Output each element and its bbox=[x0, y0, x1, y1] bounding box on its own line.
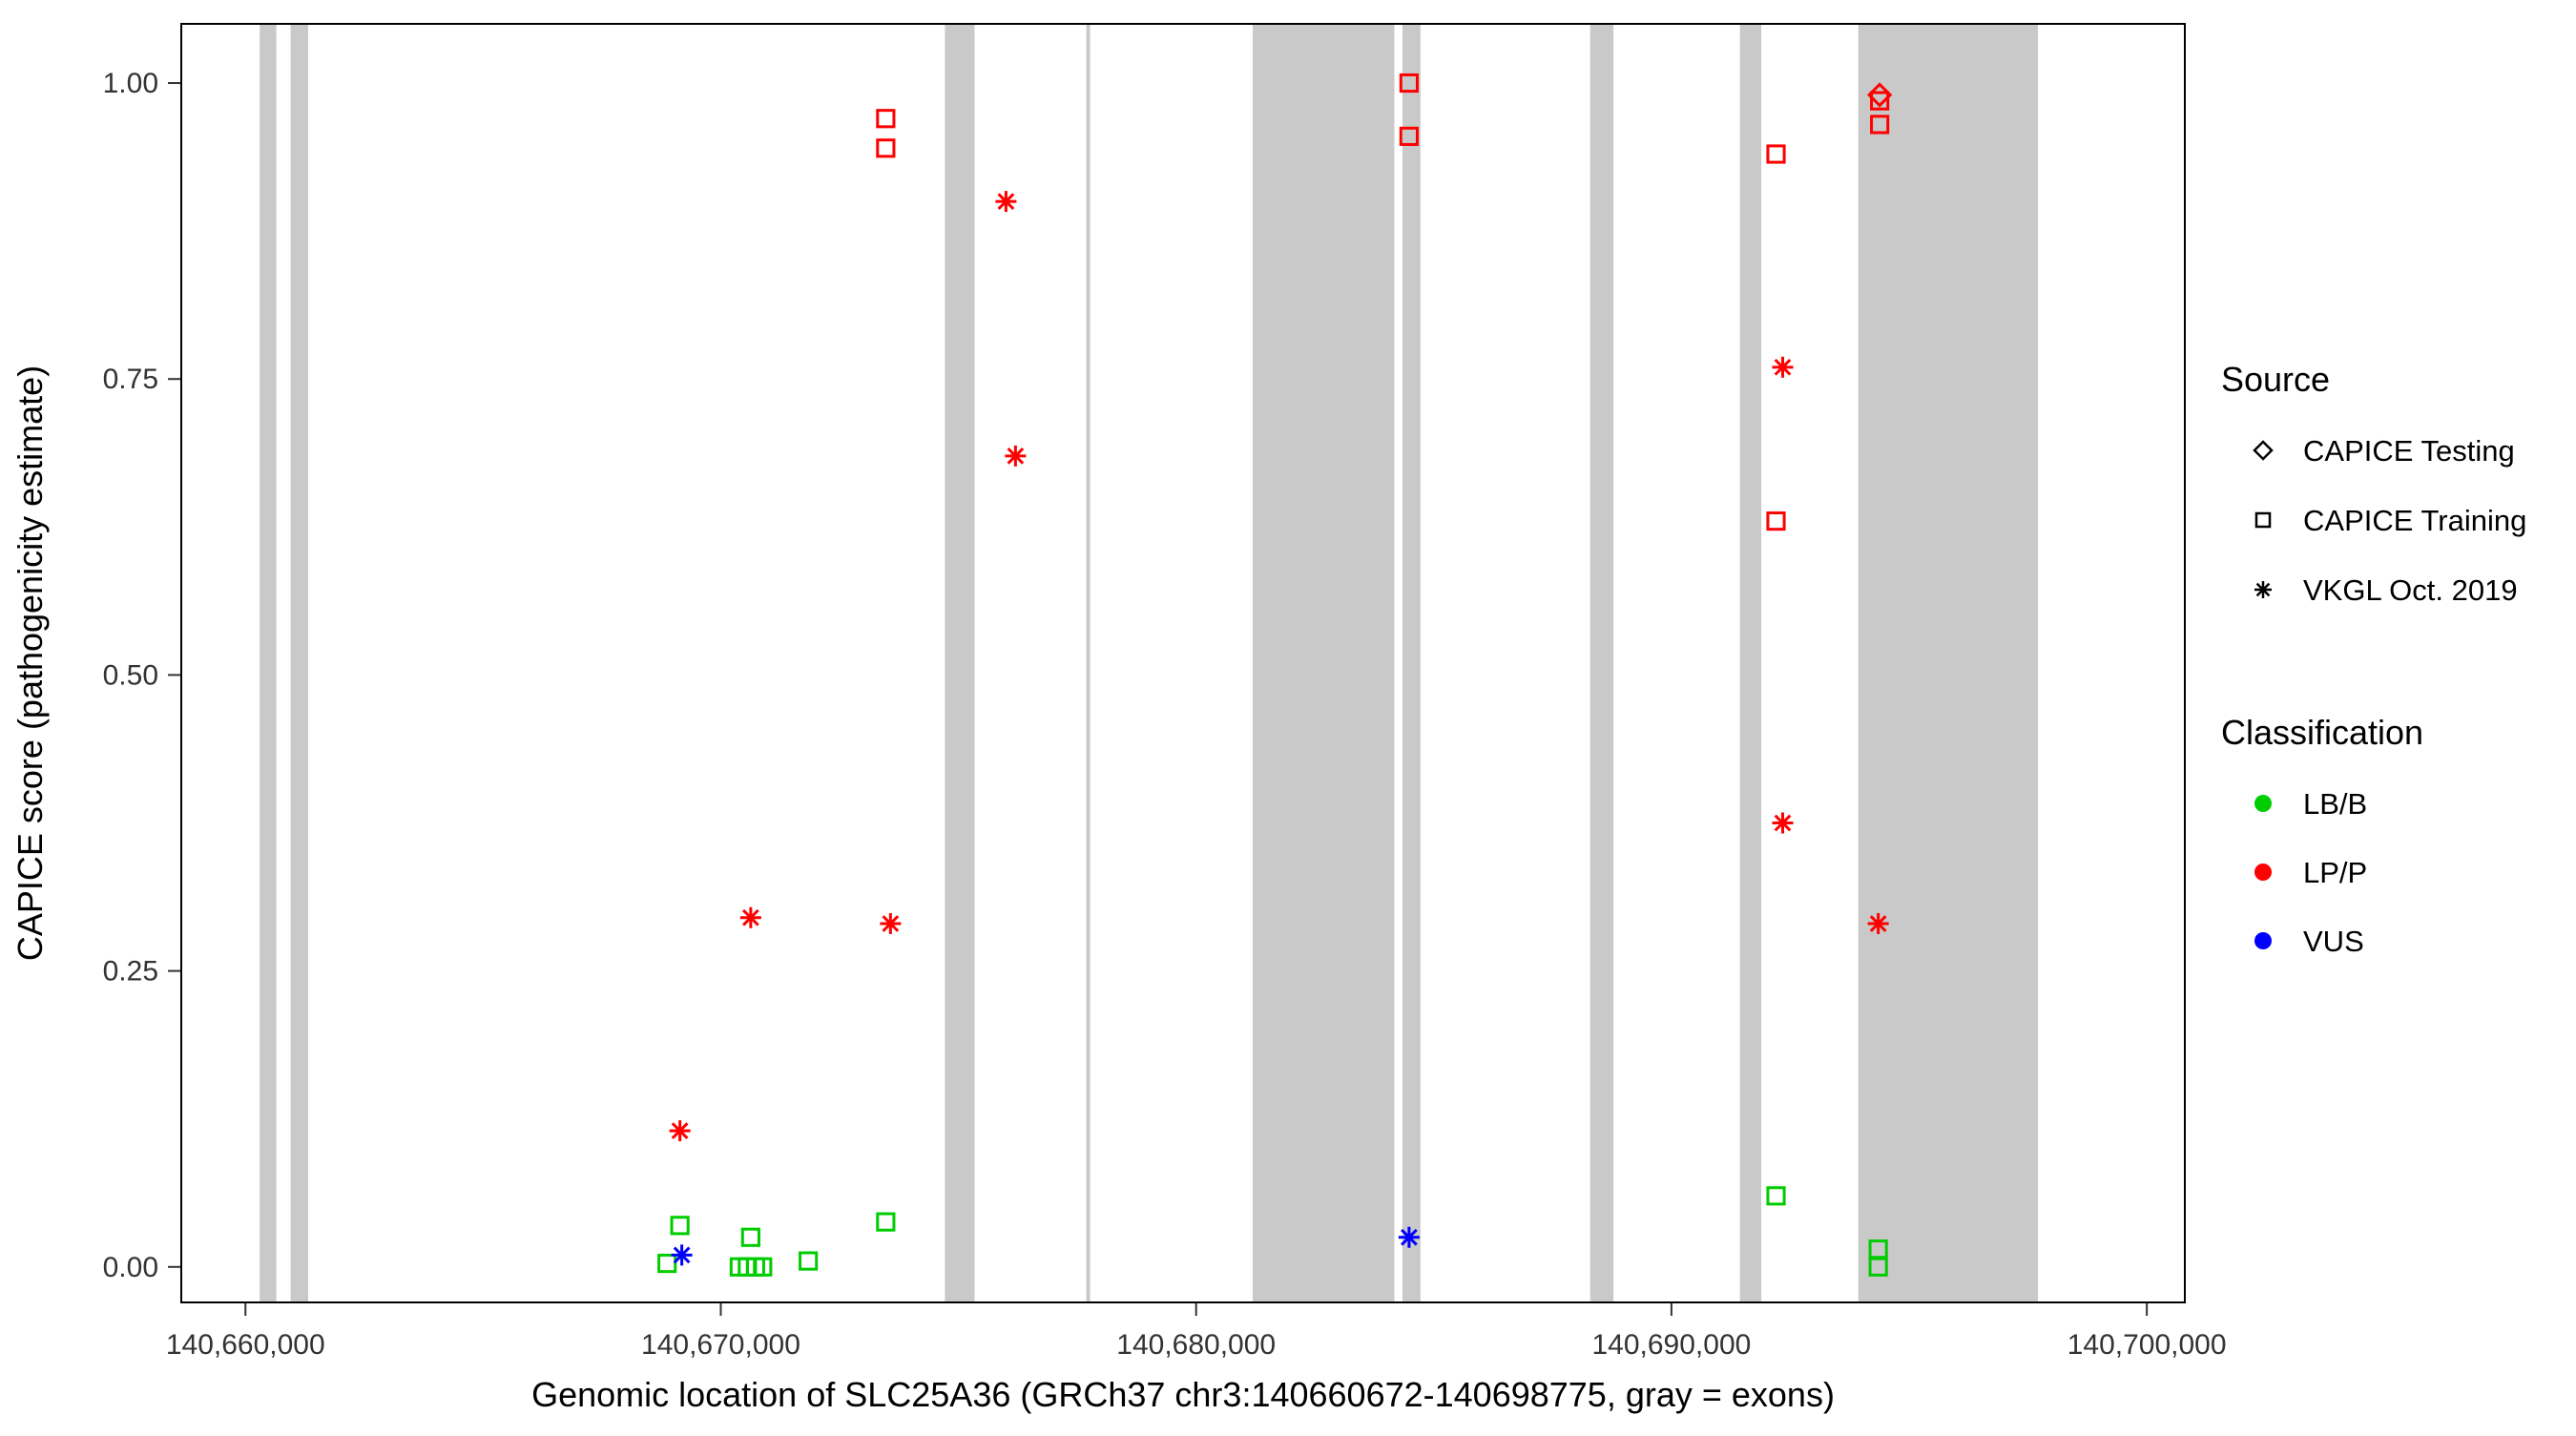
x-tick-label: 140,690,000 bbox=[1591, 1329, 1751, 1361]
data-points bbox=[657, 73, 1893, 1277]
x-tick-label: 140,680,000 bbox=[1116, 1329, 1276, 1361]
exon-band bbox=[1252, 24, 1395, 1302]
x-tick-label: 140,660,000 bbox=[166, 1329, 325, 1361]
exon-band bbox=[260, 24, 277, 1302]
exon-band bbox=[1858, 24, 2039, 1302]
data-point bbox=[670, 1216, 690, 1236]
marker-square bbox=[2254, 511, 2272, 529]
exon-bands bbox=[260, 24, 2039, 1302]
legend-classification-item: VUS bbox=[2254, 925, 2364, 958]
data-point bbox=[671, 1244, 693, 1266]
y-axis-title: CAPICE score (pathogenicity estimate) bbox=[10, 365, 50, 961]
data-point bbox=[1772, 812, 1794, 834]
legend-item-label: LB/B bbox=[2303, 787, 2367, 821]
data-point bbox=[740, 1227, 760, 1247]
data-point bbox=[1868, 1257, 1888, 1277]
data-point bbox=[657, 1253, 677, 1274]
legend-color-dot bbox=[2254, 795, 2272, 812]
x-tick-label: 140,670,000 bbox=[641, 1329, 800, 1361]
legend-color-dot bbox=[2254, 864, 2272, 881]
legend-color-dot bbox=[2254, 932, 2272, 949]
data-point bbox=[669, 1120, 691, 1142]
legend-classification-item: LB/B bbox=[2254, 787, 2367, 821]
data-point bbox=[1005, 445, 1027, 467]
exon-band bbox=[1589, 24, 1614, 1302]
data-point bbox=[1399, 126, 1419, 146]
data-point bbox=[753, 1257, 773, 1277]
legend-items: CAPICE Testing CAPICE Training VKGL Oct. 2… bbox=[2253, 434, 2526, 958]
data-point bbox=[1766, 144, 1786, 164]
legend-source-title: Source bbox=[2221, 360, 2330, 399]
y-tick-label: 0.75 bbox=[103, 364, 158, 395]
data-point bbox=[799, 1251, 819, 1271]
exon-band bbox=[1739, 24, 1762, 1302]
legend-item-label: CAPICE Testing bbox=[2303, 434, 2515, 468]
y-tick-label: 0.00 bbox=[103, 1252, 158, 1283]
data-point bbox=[1398, 1226, 1420, 1248]
data-point bbox=[876, 1212, 896, 1232]
data-point bbox=[1870, 91, 1890, 111]
data-point bbox=[876, 109, 896, 129]
marker-diamond bbox=[2253, 440, 2274, 461]
x-tick-label: 140,700,000 bbox=[2067, 1329, 2227, 1361]
legend-item-label: VUS bbox=[2303, 925, 2364, 958]
data-point bbox=[1766, 1186, 1786, 1206]
plot-panel-border bbox=[180, 23, 2186, 1303]
data-point bbox=[880, 912, 902, 934]
data-point bbox=[1867, 912, 1889, 934]
data-point bbox=[876, 138, 896, 158]
data-point bbox=[739, 906, 761, 928]
axes: 140,660,000 140,670,000 140,680,000 140,690… bbox=[103, 68, 2227, 1361]
y-tick-label: 0.25 bbox=[103, 956, 158, 988]
marker-asterisk bbox=[2254, 581, 2272, 598]
exon-band bbox=[1402, 24, 1421, 1302]
data-point bbox=[1399, 73, 1419, 94]
data-point bbox=[1772, 356, 1794, 378]
data-point bbox=[1867, 82, 1893, 108]
x-axis-title: Genomic location of SLC25A36 (GRCh37 chr… bbox=[531, 1375, 1835, 1414]
legend-source-item: CAPICE Testing bbox=[2253, 434, 2515, 468]
y-tick-label: 0.50 bbox=[103, 659, 158, 691]
y-tick-label: 1.00 bbox=[103, 68, 158, 99]
legend-item-label: VKGL Oct. 2019 bbox=[2303, 573, 2518, 607]
legend-item-label: LP/P bbox=[2303, 856, 2367, 889]
legend-source-item: CAPICE Training bbox=[2254, 504, 2526, 537]
legend-classification-title: Classification bbox=[2221, 713, 2423, 752]
data-point bbox=[1766, 511, 1786, 531]
exon-band bbox=[290, 24, 309, 1302]
legend-source-item: VKGL Oct. 2019 bbox=[2254, 573, 2518, 607]
legend-classification-item: LP/P bbox=[2254, 856, 2367, 889]
exon-band bbox=[1086, 24, 1091, 1302]
data-point bbox=[995, 191, 1017, 213]
legend-item-label: CAPICE Training bbox=[2303, 504, 2526, 537]
exon-band bbox=[945, 24, 975, 1302]
data-point bbox=[1870, 114, 1890, 135]
